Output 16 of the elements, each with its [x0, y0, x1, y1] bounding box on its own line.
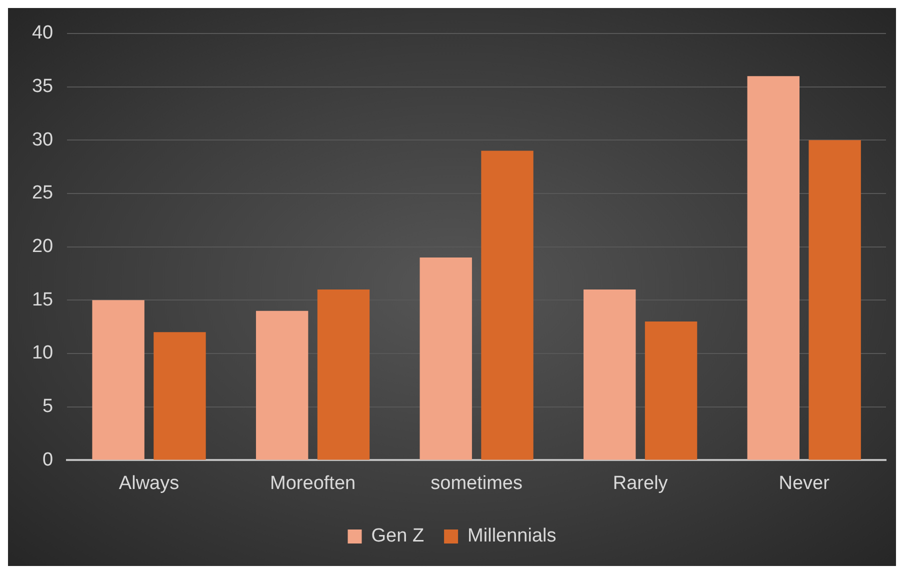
x-tick-label: Rarely: [612, 472, 668, 494]
y-tick-label: 15: [32, 289, 54, 310]
x-tick-label: sometimes: [430, 472, 522, 494]
x-tick-label: Moreoften: [270, 472, 356, 494]
y-tick-label: 10: [32, 342, 54, 364]
x-tick-label: Always: [118, 472, 180, 494]
y-tick-label: 25: [32, 182, 54, 204]
y-tick-label: 30: [32, 129, 54, 150]
legend-label: Millennials: [468, 526, 556, 547]
y-tick-label: 20: [32, 236, 54, 258]
legend-label: Gen Z: [371, 526, 424, 547]
y-tick-label: 40: [32, 22, 54, 44]
x-tick-label: Never: [778, 472, 830, 494]
y-tick-label: 35: [32, 76, 54, 97]
y-tick-label: 5: [42, 396, 54, 418]
y-tick-label: 0: [42, 449, 54, 470]
